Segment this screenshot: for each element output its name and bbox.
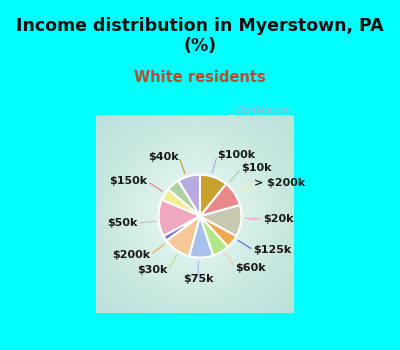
- Text: White residents: White residents: [134, 70, 266, 85]
- Text: $100k: $100k: [217, 150, 255, 161]
- Text: $200k: $200k: [112, 250, 150, 260]
- Wedge shape: [200, 216, 236, 247]
- Text: Income distribution in Myerstown, PA
(%): Income distribution in Myerstown, PA (%): [16, 17, 384, 56]
- Wedge shape: [162, 190, 200, 216]
- Wedge shape: [158, 200, 200, 236]
- Wedge shape: [200, 216, 228, 256]
- Wedge shape: [168, 181, 200, 216]
- Text: $60k: $60k: [236, 263, 266, 273]
- Wedge shape: [200, 184, 240, 216]
- Text: $20k: $20k: [263, 214, 294, 224]
- Wedge shape: [166, 216, 200, 256]
- Wedge shape: [189, 216, 213, 258]
- Wedge shape: [164, 216, 200, 240]
- Wedge shape: [200, 205, 242, 236]
- Text: $10k: $10k: [241, 163, 272, 174]
- Text: $50k: $50k: [107, 218, 137, 228]
- Text: $125k: $125k: [253, 245, 292, 255]
- Text: $30k: $30k: [138, 265, 168, 275]
- Wedge shape: [178, 175, 200, 216]
- Text: ⓘ City-Data.com: ⓘ City-Data.com: [228, 105, 290, 114]
- Text: > $200k: > $200k: [254, 178, 305, 188]
- Text: $150k: $150k: [109, 176, 147, 187]
- Text: $75k: $75k: [183, 274, 213, 284]
- Wedge shape: [200, 175, 226, 216]
- Text: $40k: $40k: [148, 152, 179, 162]
